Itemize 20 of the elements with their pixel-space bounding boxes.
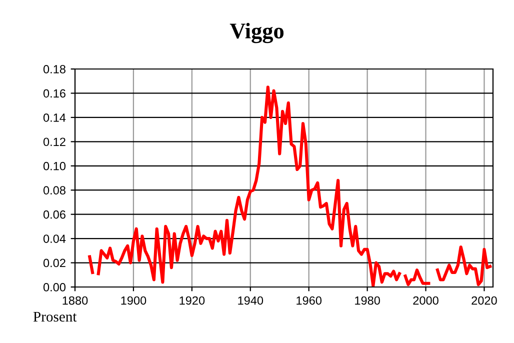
x-tick-label: 1960 — [296, 296, 322, 305]
y-tick-label: 0.00 — [43, 283, 66, 292]
y-tick-label: 0.10 — [43, 162, 66, 170]
x-tick-label: 1920 — [180, 296, 205, 305]
y-tick-label: 0.08 — [43, 186, 66, 195]
x-tick-label: 1980 — [355, 296, 380, 305]
y-tick-label: 0.12 — [43, 138, 66, 146]
y-tick-label: 0.16 — [43, 89, 66, 98]
y-tick-label: 0.14 — [43, 113, 66, 122]
x-tick-label: 1940 — [238, 296, 264, 305]
y-axis-title: Prosent — [33, 312, 77, 322]
chart-title: Viggo — [230, 22, 284, 44]
y-tick-label: 0.18 — [43, 65, 66, 74]
y-tick-label: 0.04 — [43, 234, 66, 243]
x-tick-label: 1900 — [121, 296, 146, 305]
y-tick-label: 0.06 — [43, 210, 66, 219]
y-tick-label: 0.02 — [43, 258, 66, 268]
x-tick-label: 1880 — [62, 296, 88, 305]
x-tick-label: 2000 — [413, 296, 438, 305]
x-tick-label: 2020 — [472, 296, 497, 305]
